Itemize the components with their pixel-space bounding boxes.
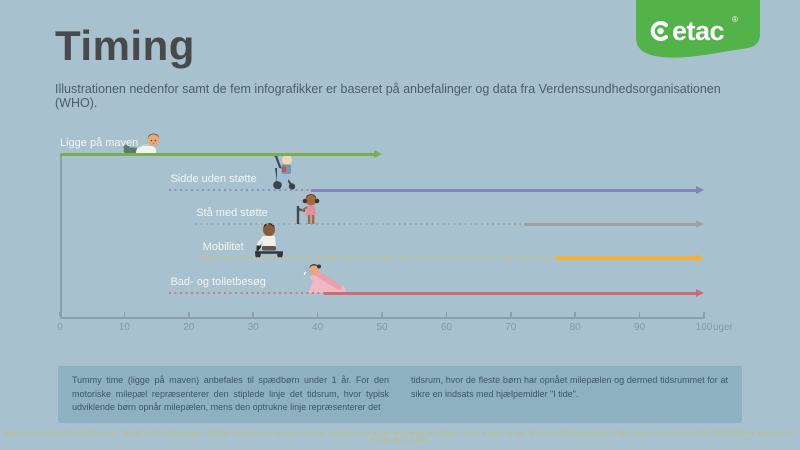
milestone-label: Bad- og toiletbesøg [170, 276, 266, 288]
illustration-child-on-bath-support [302, 263, 348, 299]
illustration-child-standing-with-support [296, 194, 321, 230]
milestone-solid-segment [324, 291, 696, 295]
milestone-arrowhead [696, 219, 704, 228]
logo-banner-shape [636, 0, 760, 58]
bath-support-icon [303, 264, 347, 293]
etac-c-mark-icon [650, 21, 668, 41]
reference-text: Referencer/understøttende litteratur: * … [4, 430, 796, 444]
milestone-arrowhead [374, 149, 382, 158]
axis-tick-label: 80 [569, 322, 581, 333]
milestone-label: Ligge på maven [60, 137, 139, 149]
axis-tick-label: 60 [440, 322, 452, 333]
milestone-arrowhead [696, 185, 704, 194]
axis-tick [574, 312, 576, 317]
ride-on-icon [255, 223, 283, 258]
milestone-dotted-segment [201, 256, 556, 260]
etac-logo: etac ® [636, 0, 760, 58]
milestone-arrowhead [696, 253, 704, 262]
axis-tick [188, 312, 190, 317]
milestone-dotted-segment [169, 291, 325, 295]
axis-unit-label: uger [713, 322, 734, 333]
milestone-solid-segment [523, 222, 696, 226]
illustration-child-in-adaptive-stroller [268, 153, 300, 195]
axis-tick-label: 30 [247, 322, 259, 333]
axis-tick [510, 312, 512, 317]
milestone-chart: 0 10 20 30 40 50 60 70 80 90 100 uger Ligge på maven… [57, 130, 740, 342]
milestone-arrowhead [696, 288, 704, 297]
axis-tick-label: 0 [57, 322, 63, 333]
axis-tick-label: 100 [695, 322, 713, 333]
milestone-label: Sidde uden støtte [170, 173, 257, 185]
explanation-column-2: tidsrum, hvor de fleste børn har opnået … [411, 375, 728, 399]
axis-tick-label: 20 [183, 322, 195, 333]
axis-tick [316, 312, 319, 317]
axis-tick-label: 90 [634, 322, 646, 333]
milestone-dotted-segment [169, 188, 312, 192]
standing-support-icon [296, 194, 320, 224]
x-axis-line [60, 317, 705, 319]
page-title: Timing [55, 22, 195, 69]
milestone-label: Stå med støtte [196, 207, 268, 219]
logo-text: etac [672, 16, 725, 46]
axis-tick-label: 40 [312, 322, 324, 333]
axis-tick [703, 312, 705, 317]
explanation-box: Tummy time (ligge på maven) anbefales ti… [58, 366, 742, 423]
page-subtitle: Illustrationen nedenfor samt de fem info… [55, 82, 721, 110]
explanation-column-1: Tummy time (ligge på maven) anbefales ti… [72, 375, 389, 412]
axis-tick [123, 312, 126, 317]
milestone-label: Mobilitet [202, 241, 244, 253]
milestone-dotted-segment [195, 222, 524, 226]
axis-tick [252, 312, 254, 317]
y-axis-line [60, 156, 62, 317]
axis-tick-label: 10 [118, 322, 130, 333]
axis-tick [638, 312, 641, 317]
registered-mark: ® [732, 15, 738, 24]
adaptive-stroller-icon [271, 153, 296, 190]
milestone-solid-segment [60, 152, 374, 156]
axis-tick-label: 70 [505, 322, 517, 333]
axis-tick [445, 312, 448, 317]
etac-c-mark-dot [657, 27, 664, 35]
milestone-solid-segment [311, 188, 696, 192]
milestone-solid-segment [555, 256, 696, 260]
axis-tick-label: 50 [376, 322, 388, 333]
axis-tick [59, 312, 61, 317]
axis-tick [381, 312, 383, 317]
